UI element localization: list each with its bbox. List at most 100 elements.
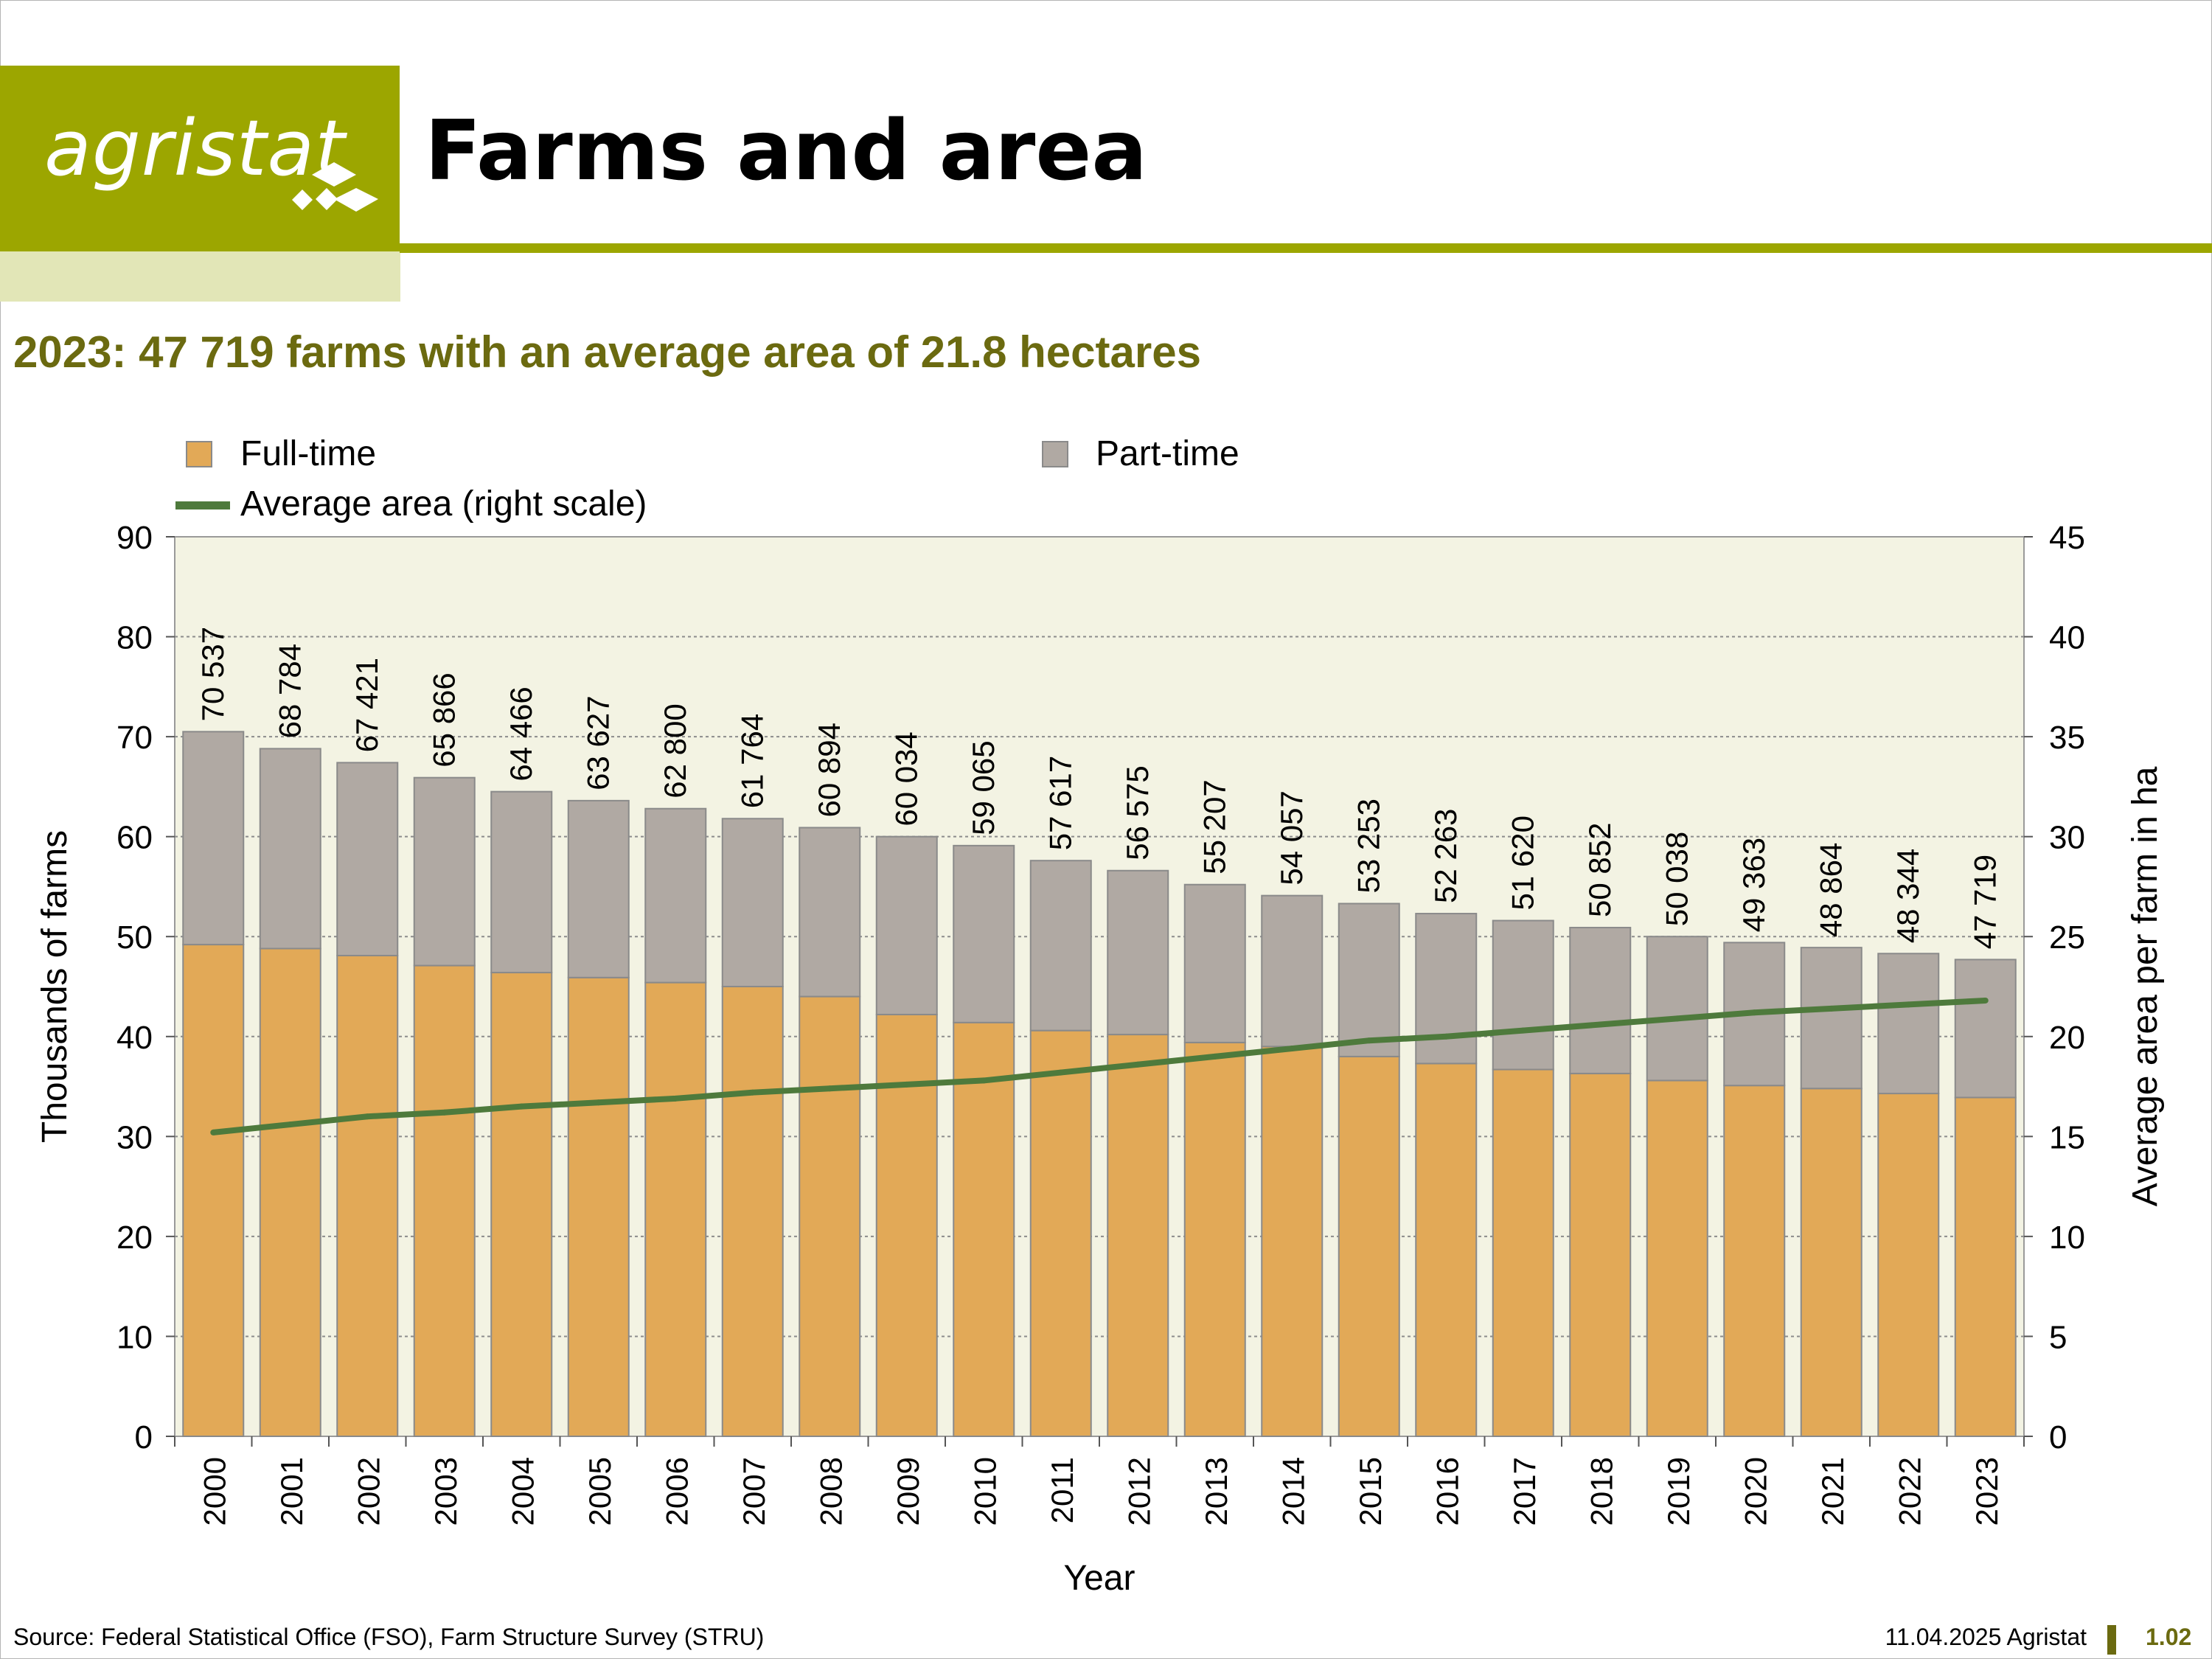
bar-full-time <box>1415 1062 1478 1438</box>
header-rule <box>400 243 2212 253</box>
bar-part-time <box>1569 927 1632 1074</box>
x-tick-label: 2014 <box>1276 1457 1310 1526</box>
bar-part-time <box>1646 936 1708 1082</box>
bar-part-time <box>1415 913 1478 1065</box>
average-area-point <box>1135 1061 1141 1068</box>
bar-part-time <box>953 844 1015 1023</box>
x-tick-label: 2004 <box>505 1457 540 1526</box>
logo-text: agristat <box>44 103 346 193</box>
bar-total-label: 62 800 <box>658 703 692 798</box>
bar-total-label: 70 537 <box>195 627 230 721</box>
y-tick-label: 10 <box>116 1319 153 1355</box>
bar-full-time <box>1569 1072 1632 1438</box>
bar-full-time <box>1877 1093 1940 1437</box>
farms-chart: 0 10 20 30 40 50 60 70 80 90 0 5 10 15 20 25 30 35 40 45 Tho… <box>35 520 2165 1598</box>
bar-full-time <box>1261 1046 1324 1438</box>
y2-tick-label: 25 <box>2049 919 2085 956</box>
legend-label-average-area: Average area (right scale) <box>240 484 647 524</box>
footer-divider <box>2107 1625 2116 1655</box>
average-area-point <box>1597 1021 1604 1028</box>
bar-total-label: 50 852 <box>1582 823 1617 917</box>
bar-full-time <box>644 981 707 1437</box>
x-tick-label: 2000 <box>197 1457 232 1526</box>
average-area-point <box>441 1109 448 1116</box>
y2-tick-label: 40 <box>2049 620 2085 656</box>
y2-tick-label: 45 <box>2049 520 2085 556</box>
bar-full-time <box>953 1021 1015 1438</box>
legend-label-part-time: Part-time <box>1096 434 1239 473</box>
bar-part-time <box>644 807 707 984</box>
legend-line-average-area <box>175 501 230 509</box>
bar-total-label: 61 764 <box>735 714 770 808</box>
x-tick-label: 2011 <box>1045 1457 1079 1523</box>
bar-total-label: 48 864 <box>1814 843 1848 937</box>
logo-box <box>0 66 400 251</box>
average-area-point <box>981 1077 987 1084</box>
y-tick-label: 30 <box>116 1119 153 1155</box>
bar-total-label: 52 263 <box>1428 809 1463 903</box>
bar-part-time <box>875 835 938 1015</box>
plot-area <box>174 536 2025 1437</box>
chart-subtitle: 2023: 47 719 farms with an average area … <box>13 327 1201 377</box>
x-tick-label: 2006 <box>659 1457 694 1526</box>
average-area-point <box>595 1099 602 1106</box>
x-axis-title: Year <box>1064 1559 1135 1598</box>
y2-tick-label: 35 <box>2049 720 2085 756</box>
average-area-point <box>1211 1053 1218 1060</box>
y2-tick-label: 5 <box>2049 1319 2067 1355</box>
average-area-point <box>1828 1005 1834 1012</box>
y2-tick-label: 15 <box>2049 1119 2085 1155</box>
bar-total-label: 57 617 <box>1043 756 1078 850</box>
average-area-point <box>1751 1009 1758 1016</box>
bar-part-time <box>413 776 476 967</box>
y-tick-label: 20 <box>116 1220 153 1256</box>
bar-part-time <box>721 818 784 988</box>
average-area-point <box>903 1081 910 1088</box>
x-tick-label: 2018 <box>1584 1457 1618 1526</box>
legend-swatch-full-time <box>186 441 212 467</box>
x-tick-label: 2012 <box>1121 1457 1156 1526</box>
bar-total-label: 49 363 <box>1736 838 1771 932</box>
average-area-point <box>1520 1027 1526 1034</box>
logo-diamond-icon <box>292 162 378 212</box>
x-tick-label: 2021 <box>1815 1457 1850 1526</box>
bar-total-label: 67 421 <box>349 658 384 752</box>
footer-date: 11.04.2025 Agristat <box>1885 1624 2087 1650</box>
y-tick-label: 60 <box>116 820 153 856</box>
bar-total-label: 60 034 <box>889 731 924 826</box>
bar-full-time <box>182 944 245 1437</box>
bar-total-label: 56 575 <box>1120 765 1155 860</box>
bar-total-label: 68 784 <box>273 644 307 738</box>
page-title: Farms and area <box>425 103 1147 199</box>
bar-total-label: 51 620 <box>1506 815 1540 910</box>
y2-tick-label: 0 <box>2049 1419 2067 1455</box>
page-number: 1.02 <box>2146 1624 2192 1650</box>
average-area-point <box>749 1089 756 1096</box>
average-area-point <box>1443 1033 1450 1040</box>
bar-part-time <box>336 762 399 956</box>
y2-tick-label: 20 <box>2049 1020 2085 1056</box>
x-tick-label: 2005 <box>582 1457 617 1526</box>
average-area-point <box>1366 1037 1372 1044</box>
x-tick-label: 2020 <box>1738 1457 1773 1526</box>
bar-total-label: 65 866 <box>427 672 462 767</box>
bar-full-time <box>1029 1029 1092 1437</box>
bar-total-label: 64 466 <box>504 686 538 781</box>
bar-full-time <box>1954 1096 2017 1437</box>
x-tick-label: 2016 <box>1430 1457 1464 1526</box>
bar-full-time <box>336 954 399 1437</box>
bar-part-time <box>1800 947 1863 1090</box>
bar-full-time <box>490 972 553 1437</box>
bar-total-label: 59 065 <box>966 740 1001 835</box>
bar-total-label: 50 038 <box>1660 832 1694 926</box>
average-area-point <box>1674 1015 1680 1022</box>
bar-part-time <box>182 731 245 946</box>
average-area-point <box>364 1113 371 1120</box>
x-tick-label: 2017 <box>1507 1457 1542 1526</box>
x-tick-label: 2009 <box>891 1457 925 1526</box>
x-tick-label: 2023 <box>1969 1457 2004 1526</box>
bar-part-time <box>1029 860 1092 1032</box>
bar-full-time <box>259 947 321 1437</box>
bar-total-label: 48 344 <box>1891 849 1925 943</box>
bar-total-label: 63 627 <box>581 695 616 790</box>
